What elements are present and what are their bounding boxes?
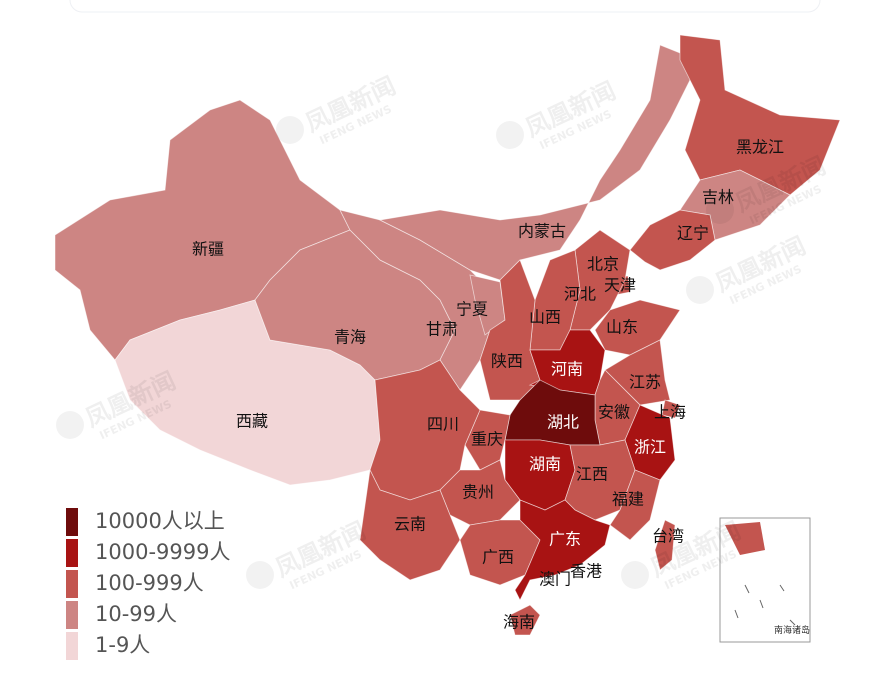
legend-swatch [66,539,78,567]
legend-label: 100-999人 [95,571,204,595]
legend-swatch [66,632,78,660]
legend-label: 1-9人 [95,633,150,657]
inset-dash [734,584,796,626]
top-card [69,0,821,13]
province-label: 福建 [612,490,644,509]
province-label: 北京 [587,255,619,274]
province-label: 香港 [570,562,602,581]
province-label: 山东 [606,318,638,337]
province [564,439,636,521]
province [509,604,541,636]
inset-land [725,522,765,555]
province-label: 吉林 [702,188,734,207]
province-label: 江西 [576,465,608,484]
province-label: 四川 [427,415,459,434]
provinces [54,34,841,636]
watermark-logo [56,411,84,439]
province-label: 台湾 [652,527,684,546]
province-label: 辽宁 [677,224,709,243]
legend-label: 10000人以上 [95,509,225,533]
province-label: 黑龙江 [736,138,784,157]
province-label: 浙江 [634,438,666,457]
province-label: 新疆 [192,240,224,259]
legend: 10000人以上 1000-9999人 100-999人 10-99人 1-9人 [66,508,230,660]
province [439,459,521,526]
watermark-logo [686,276,714,304]
province [661,399,681,419]
province-label: 湖南 [529,455,561,474]
legend-label: 10-99人 [95,602,177,626]
province-label: 澳门 [539,570,571,589]
legend-swatch [66,601,78,629]
province-label: 宁夏 [456,300,488,319]
province-label: 云南 [394,515,426,534]
watermark-logo [496,121,524,149]
watermark-logo [621,561,649,589]
province-label: 山西 [529,308,561,327]
province [629,209,716,271]
watermark-logo [276,116,304,144]
province-label: 重庆 [471,430,503,449]
province-label: 河北 [564,285,596,304]
watermark-logo [246,561,274,589]
province [654,519,676,571]
province-label: 陕西 [491,352,523,371]
province-label: 江苏 [629,373,661,392]
province-label: 河南 [551,360,583,379]
legend-swatch [66,570,78,598]
province-label: 湖北 [547,413,579,432]
province-label: 内蒙古 [518,222,566,241]
province-label: 安徽 [598,403,630,422]
province [514,499,611,601]
legend-label: 1000-9999人 [95,540,230,564]
province-label: 海南 [503,613,535,632]
province [609,469,661,541]
inset: 南海诸岛 [719,517,811,643]
province-label: 广西 [482,548,514,567]
province-label: 贵州 [462,483,494,502]
province-label: 西藏 [236,412,268,431]
province-label: 上海 [654,403,686,422]
inset-label: 南海诸岛 [774,624,810,636]
watermark-logo [706,196,734,224]
province-label: 甘肃 [426,320,458,339]
province-label: 广东 [549,530,581,549]
province-label: 天津 [604,276,636,295]
legend-swatch [66,508,78,536]
province-label: 青海 [334,328,366,347]
